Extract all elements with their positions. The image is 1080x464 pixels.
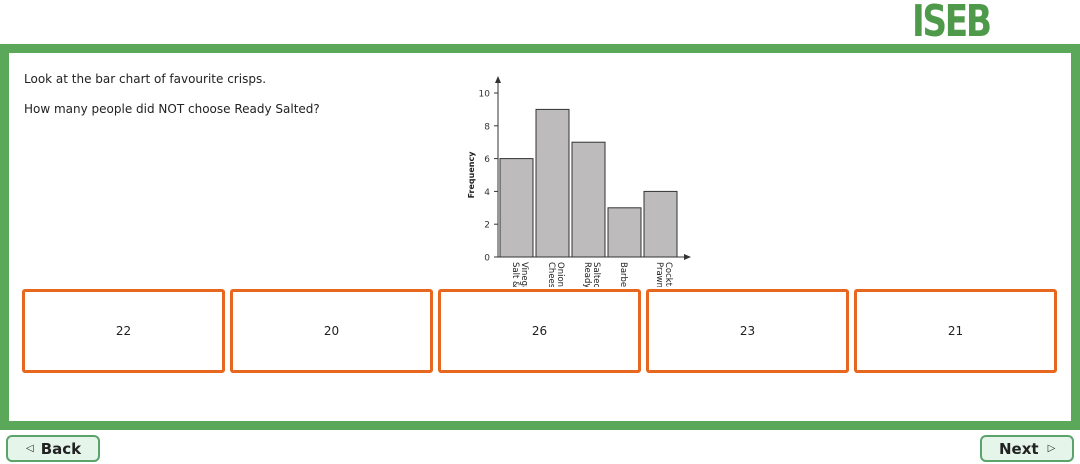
question-panel: Look at the bar chart of favourite crisp… [9, 53, 1071, 421]
category-label: Vinegar [519, 262, 529, 287]
y-tick-label: 4 [484, 188, 490, 198]
category-label: Cocktail [663, 262, 673, 287]
answer-option-1[interactable]: 22 [22, 289, 225, 373]
y-tick-label: 8 [484, 122, 490, 132]
category-label: Salted [591, 262, 601, 287]
back-label: Back [40, 439, 82, 458]
y-tick-label: 2 [484, 221, 490, 231]
next-label: Next [999, 439, 1039, 458]
answer-option-5[interactable]: 21 [854, 289, 1057, 373]
answer-label: 21 [947, 324, 964, 338]
question-frame: Look at the bar chart of favourite crisp… [0, 44, 1080, 430]
next-button[interactable]: Next ▷ [980, 435, 1074, 462]
answer-option-3[interactable]: 26 [438, 289, 641, 373]
x-axis-arrow [684, 254, 691, 260]
y-tick-label: 6 [484, 155, 490, 165]
question-intro: Look at the bar chart of favourite crisp… [24, 72, 267, 86]
answer-option-4[interactable]: 23 [646, 289, 849, 373]
bar [643, 190, 678, 258]
answer-option-2[interactable]: 20 [230, 289, 433, 373]
bar [535, 108, 570, 258]
category-label: Barbec [618, 262, 628, 287]
category-label: Cheese [546, 262, 556, 287]
category-label: Ready [582, 262, 592, 287]
category-label: Prawn [654, 262, 664, 287]
bar [571, 141, 606, 258]
iseb-logo: ISEB [912, 0, 992, 47]
right-triangle-icon: ▷ [1047, 443, 1056, 454]
bar [499, 158, 534, 258]
back-button[interactable]: ◁ Back [6, 435, 100, 462]
category-label: Onion [555, 262, 565, 287]
answer-label: 26 [531, 324, 548, 338]
y-axis-arrow [495, 76, 501, 83]
answer-label: 22 [115, 324, 132, 338]
bar [607, 207, 642, 258]
answer-label: 20 [323, 324, 340, 338]
left-triangle-icon: ◁ [26, 443, 34, 454]
y-tick-label: 0 [484, 254, 490, 264]
question-prompt: How many people did NOT choose Ready Sal… [24, 102, 320, 116]
header-bar: ISEB [0, 0, 1080, 44]
bar-chart: 0 2 4 6 8 10 Frequency Salt & Vinegar Cheese Onion… [467, 76, 691, 287]
y-tick-label: 10 [479, 90, 491, 100]
category-label: Salt & [510, 262, 520, 287]
y-axis-label: Frequency [467, 151, 476, 199]
answer-label: 23 [739, 324, 756, 338]
